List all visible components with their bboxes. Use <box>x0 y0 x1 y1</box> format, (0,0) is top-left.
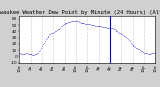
Title: Milwaukee Weather Dew Point by Minute (24 Hours) (Alternate): Milwaukee Weather Dew Point by Minute (2… <box>0 10 160 15</box>
